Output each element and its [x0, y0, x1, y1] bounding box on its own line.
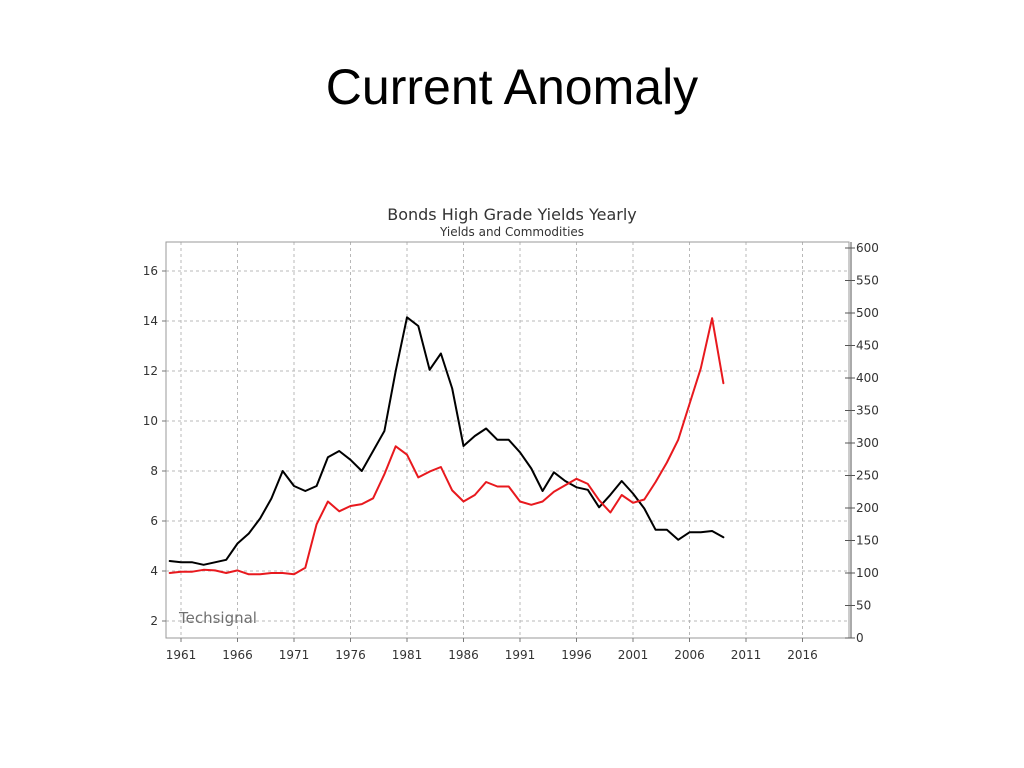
- right-tick-label: 400: [856, 371, 879, 385]
- left-tick-label: 10: [143, 414, 158, 428]
- series-line-yields: [168, 316, 725, 566]
- left-tick-label: 16: [143, 264, 158, 278]
- slide-title: Current Anomaly: [325, 59, 699, 115]
- chart-title: Bonds High Grade Yields Yearly: [387, 205, 637, 224]
- left-tick-label: 6: [150, 514, 158, 528]
- x-tick-label: 1996: [561, 648, 592, 662]
- left-tick-label: 14: [143, 314, 158, 328]
- x-tick-label: 1961: [166, 648, 197, 662]
- grid: [166, 242, 849, 638]
- left-tick-label: 4: [150, 564, 158, 578]
- right-tick-label: 250: [856, 469, 879, 483]
- right-tick-label: 200: [856, 501, 879, 515]
- watermark-label: Techsignal: [178, 609, 257, 627]
- x-tick-label: 1966: [222, 648, 253, 662]
- right-tick-label: 350: [856, 404, 879, 418]
- right-tick-label: 100: [856, 566, 879, 580]
- series-line-commodities: [168, 317, 725, 576]
- x-tick-label: 1976: [335, 648, 366, 662]
- plot-frame: [165, 241, 850, 639]
- x-tick-label: 1981: [392, 648, 423, 662]
- right-tick-label: 0: [856, 631, 864, 645]
- right-tick-label: 300: [856, 436, 879, 450]
- left-tick-label: 12: [143, 364, 158, 378]
- left-tick-label: 2: [150, 614, 158, 628]
- right-tick-label: 600: [856, 241, 879, 255]
- chart-subtitle: Yields and Commodities: [439, 225, 584, 239]
- axis-ticks: 1961 1966 1971 1976 1981 1986 1991 1996 2001 2006…: [143, 241, 879, 662]
- right-tick-label: 450: [856, 339, 879, 353]
- right-tick-label: 500: [856, 306, 879, 320]
- right-tick-label: 550: [856, 274, 879, 288]
- x-tick-label: 2006: [674, 648, 705, 662]
- left-tick-label: 8: [150, 464, 158, 478]
- x-tick-label: 2016: [787, 648, 818, 662]
- x-tick-label: 2001: [618, 648, 649, 662]
- right-tick-label: 50: [856, 599, 871, 613]
- series-lines: [168, 316, 725, 576]
- right-tick-label: 150: [856, 534, 879, 548]
- x-tick-label: 1986: [448, 648, 479, 662]
- x-tick-label: 1971: [279, 648, 310, 662]
- x-tick-label: 1991: [505, 648, 536, 662]
- x-tick-label: 2011: [731, 648, 762, 662]
